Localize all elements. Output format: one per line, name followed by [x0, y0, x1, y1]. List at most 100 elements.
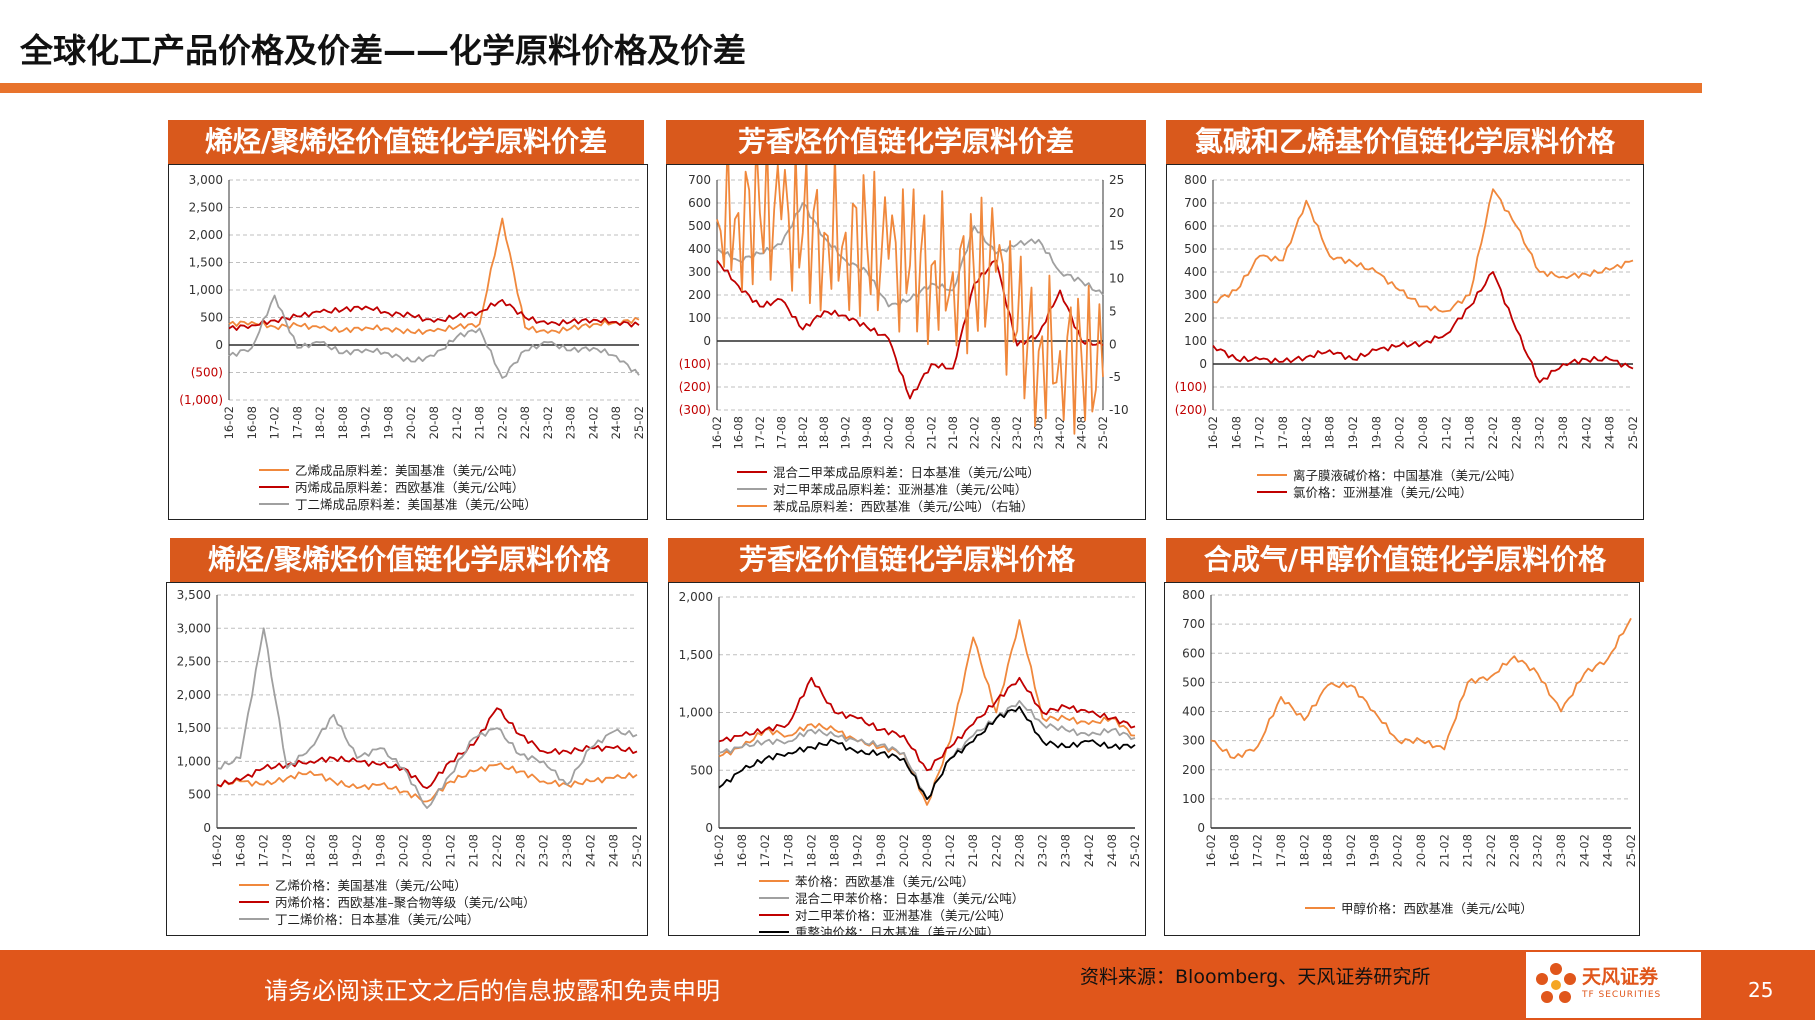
x-tick-label: 19-08 — [381, 406, 395, 439]
y-tick-label: (500) — [191, 366, 223, 380]
chart-panel-2: 700 600 500 400 300 200 100 0 (100) (200) (300) 25 2… — [666, 164, 1146, 520]
x-tick-label: 18-08 — [1321, 834, 1335, 867]
x-tick-label: 18-02 — [804, 834, 818, 867]
series-line — [718, 705, 1136, 801]
series-line — [718, 676, 1136, 772]
x-tick-label: 21-08 — [946, 416, 960, 449]
x-tick-label: 21-02 — [450, 406, 464, 439]
y-tick-label: 200 — [1184, 311, 1207, 325]
x-tick-label: 20-02 — [1391, 834, 1405, 867]
series-line — [716, 165, 1104, 435]
x-tick-label: 16-08 — [735, 834, 749, 867]
x-tick-label: 19-08 — [1369, 416, 1383, 449]
x-tick-label: 25-02 — [1096, 416, 1110, 449]
x-tick-label: 22-08 — [1509, 416, 1523, 449]
y-tick-label: 3,000 — [177, 621, 211, 635]
y-tick-label: 500 — [688, 219, 711, 233]
panel-header-6: 合成气/甲醇价值链化学原料价格 — [1166, 538, 1644, 582]
y-tick-label: 300 — [688, 265, 711, 279]
x-tick-label: 22-02 — [1484, 834, 1498, 867]
legend-label: 混合二甲苯价格：日本基准（美元/公吨） — [795, 891, 1024, 906]
legend-label: 苯成品原料差：西欧基准（美元/公吨）（右轴） — [773, 499, 1033, 514]
y-tick-label: 0 — [1199, 357, 1207, 371]
x-tick-label: 21-08 — [1461, 834, 1475, 867]
x-tick-label: 17-02 — [753, 416, 767, 449]
chart-4: 3,500 3,000 2,500 2,000 1,500 1,000 500 016-02 1… — [177, 588, 644, 927]
y-tick-label: 1,000 — [189, 283, 223, 297]
x-tick-label: 22-08 — [1507, 834, 1521, 867]
y-tick-label: 800 — [1184, 173, 1207, 187]
x-tick-label: 22-02 — [490, 834, 504, 867]
legend-label: 甲醇价格：西欧基准（美元/公吨） — [1341, 901, 1533, 916]
x-tick-label: 18-02 — [1297, 834, 1311, 867]
y-right-tick-label: 10 — [1109, 272, 1124, 286]
x-tick-label: 24-02 — [1053, 416, 1067, 449]
y-tick-label: 3,500 — [177, 588, 211, 602]
legend-label: 混合二甲苯成品原料差：日本基准（美元/公吨） — [773, 465, 1040, 480]
y-tick-label: (300) — [679, 403, 711, 417]
y-right-tick-label: 5 — [1109, 304, 1117, 318]
x-tick-label: 17-02 — [268, 406, 282, 439]
y-tick-label: 100 — [688, 311, 711, 325]
x-tick-label: 25-02 — [632, 406, 646, 439]
x-tick-label: 17-08 — [290, 406, 304, 439]
x-tick-label: 18-08 — [1323, 416, 1337, 449]
x-tick-label: 22-08 — [518, 406, 532, 439]
x-tick-label: 17-02 — [257, 834, 271, 867]
x-tick-label: 16-02 — [1206, 416, 1220, 449]
y-right-tick-label: 20 — [1109, 206, 1124, 220]
x-tick-label: 20-08 — [420, 834, 434, 867]
x-tick-label: 22-02 — [1486, 416, 1500, 449]
y-tick-label: (100) — [1175, 380, 1207, 394]
x-tick-label: 21-08 — [467, 834, 481, 867]
x-tick-label: 21-02 — [1437, 834, 1451, 867]
x-tick-label: 18-02 — [1299, 416, 1313, 449]
x-tick-label: 16-02 — [210, 834, 224, 867]
y-tick-label: 700 — [1182, 617, 1205, 631]
x-tick-label: 24-08 — [1105, 834, 1119, 867]
x-tick-label: 20-08 — [920, 834, 934, 867]
x-tick-label: 18-08 — [327, 834, 341, 867]
y-tick-label: 300 — [1182, 734, 1205, 748]
x-tick-label: 16-02 — [712, 834, 726, 867]
chart-panel-1: 3,000 2,500 2,000 1,500 1,000 500 0 (500) (1,000… — [168, 164, 648, 520]
x-tick-label: 16-02 — [1204, 834, 1218, 867]
y-tick-label: 2,000 — [189, 228, 223, 242]
x-tick-label: 19-02 — [359, 406, 373, 439]
panel-header-3: 氯碱和乙烯基价值链化学原料价格 — [1166, 120, 1644, 164]
x-tick-label: 17-02 — [1251, 834, 1265, 867]
panel-header-4: 烯烃/聚烯烃价值链化学原料价格 — [170, 538, 648, 582]
x-tick-label: 16-08 — [1227, 834, 1241, 867]
x-tick-label: 23-02 — [1531, 834, 1545, 867]
series-line — [718, 700, 1136, 801]
y-tick-label: 0 — [215, 338, 223, 352]
x-tick-label: 19-02 — [1344, 834, 1358, 867]
y-tick-label: (200) — [679, 380, 711, 394]
legend-label: 乙烯价格：美国基准（美元/公吨） — [275, 878, 467, 893]
series-line — [716, 259, 1104, 400]
page-title: 全球化工产品价格及价差——化学原料价格及价差 — [20, 31, 746, 70]
x-tick-label: 24-02 — [583, 834, 597, 867]
chart-panel-6: 800 700 600 500 400 300 200 100 0 16-02 16-08 17-02… — [1164, 582, 1640, 936]
y-tick-label: (1,000) — [179, 393, 223, 407]
chart-3: 800 700 600 500 400 300 200 100 0 (100) (200)16-02… — [1175, 173, 1640, 500]
x-tick-label: 23-08 — [1556, 416, 1570, 449]
x-tick-label: 18-02 — [303, 834, 317, 867]
legend-label: 对二甲苯成品原料差：亚洲基准（美元/公吨） — [773, 482, 1027, 497]
x-tick-label: 23-02 — [1533, 416, 1547, 449]
x-tick-label: 22-02 — [989, 834, 1003, 867]
x-tick-label: 18-08 — [828, 834, 842, 867]
x-tick-label: 23-02 — [1010, 416, 1024, 449]
series-line — [216, 627, 638, 809]
y-right-tick-label: 15 — [1109, 239, 1124, 253]
x-tick-label: 24-02 — [1082, 834, 1096, 867]
x-tick-label: 24-02 — [586, 406, 600, 439]
chart-2: 7006005004003002001000(100)(200)(300)252… — [679, 165, 1129, 514]
y-tick-label: 2,500 — [189, 201, 223, 215]
chart-panel-5: 2,000 1,500 1,000 500 0 16-02 16-08 17-02 17-08 1… — [668, 582, 1146, 936]
chart-5: 2,000 1,500 1,000 500 016-02 16-08 17-02 17-08 1… — [679, 590, 1142, 935]
y-tick-label: 600 — [1182, 646, 1205, 660]
series-line — [1210, 617, 1632, 760]
x-tick-label: 19-08 — [874, 834, 888, 867]
disclaimer-link[interactable]: 请务必阅读正文之后的信息披露和免责申明 — [264, 977, 720, 1005]
